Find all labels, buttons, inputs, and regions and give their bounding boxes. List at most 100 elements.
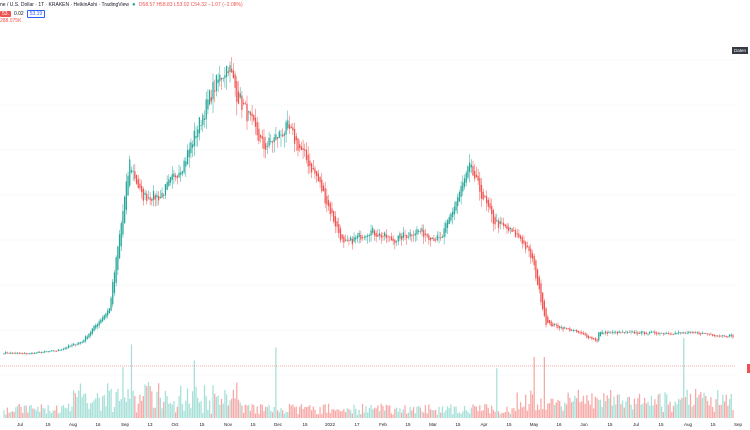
symbol-legend[interactable]: ne / U.S. Dollar · 1T · KRAKEN · HeikinA…: [0, 2, 246, 8]
volume-bar: [669, 401, 671, 418]
candle-body: [717, 335, 719, 337]
volume-bar: [338, 409, 340, 418]
volume-bar: [324, 404, 326, 418]
candle-body: [683, 332, 685, 334]
volume-bar: [717, 389, 719, 418]
scale-label[interactable]: Daten: [731, 47, 748, 54]
volume-bar: [144, 384, 146, 418]
volume-bar: [407, 412, 410, 418]
volume-bar: [254, 413, 257, 418]
volume-bar: [372, 409, 374, 418]
candle-body: [441, 236, 444, 238]
volume-bar: [434, 409, 437, 418]
volume-bar: [511, 408, 513, 418]
candle-body: [334, 216, 336, 227]
volume-bar: [234, 398, 236, 418]
volume-bar: [523, 406, 525, 418]
volume-bar: [451, 414, 454, 418]
volume-bar: [117, 388, 119, 418]
candle-body: [417, 230, 420, 232]
volume-bar: [8, 412, 10, 418]
x-tick-label: Sep: [121, 422, 130, 427]
candle-body: [110, 297, 112, 311]
candle-body: [118, 234, 121, 259]
volume-bar: [329, 413, 331, 418]
volume-bar: [548, 403, 551, 418]
candle-body: [378, 233, 381, 236]
volume-bar: [305, 407, 308, 418]
volume-bar: [577, 389, 579, 418]
volume-bar: [91, 402, 93, 418]
candle-body: [477, 175, 479, 181]
volume-bar: [120, 398, 122, 418]
x-tick-label: 15: [710, 422, 716, 427]
candle-body: [158, 196, 160, 201]
volume-bar: [251, 404, 253, 418]
candle-body: [722, 335, 724, 337]
volume-bar: [538, 409, 540, 418]
candle-body: [621, 331, 624, 333]
volume-bar: [161, 408, 163, 418]
volume-bar: [470, 407, 472, 418]
candle-body: [684, 332, 687, 334]
volume-bar: [679, 399, 681, 418]
sell-price[interactable]: 53.: [0, 11, 11, 17]
candle-body: [190, 142, 192, 154]
candle-body: [154, 195, 156, 200]
candle-body: [581, 332, 583, 334]
candle-body: [579, 331, 581, 333]
volume-bar: [23, 405, 26, 418]
candle-body: [45, 351, 48, 353]
candle-body: [339, 228, 342, 241]
volume-bar: [127, 389, 129, 418]
candle-body: [214, 90, 216, 92]
candle-body: [474, 170, 476, 179]
candle-body: [390, 236, 393, 241]
candle-body: [232, 70, 235, 79]
candle-body: [638, 333, 641, 334]
buy-price[interactable]: 53.19: [26, 10, 46, 18]
candle-body: [28, 353, 31, 354]
candle-body: [11, 352, 14, 354]
candle-body: [88, 333, 90, 338]
candle-body: [489, 203, 491, 209]
candle-body: [6, 352, 9, 354]
volume-bar: [424, 405, 427, 418]
volume-bar: [560, 406, 563, 418]
volume-bar: [440, 412, 442, 418]
candle-body: [288, 124, 291, 129]
candle-body: [270, 141, 272, 143]
candle-body: [472, 166, 474, 176]
candle-body: [27, 353, 29, 355]
symbol-title[interactable]: ne / U.S. Dollar · 1T · KRAKEN · HeikinA…: [0, 2, 130, 8]
volume-bar: [647, 401, 649, 418]
candle-body: [584, 333, 586, 336]
volume-bar: [367, 412, 369, 418]
volume-bar: [414, 413, 416, 418]
volume-bar: [417, 405, 420, 418]
candle-body: [149, 197, 151, 201]
candle-body: [285, 121, 287, 135]
candle-body: [672, 334, 675, 335]
candle-body: [399, 233, 401, 239]
candle-body: [446, 220, 449, 228]
volume-bar: [151, 391, 153, 418]
candle-body: [124, 196, 126, 223]
candle-body: [132, 170, 134, 172]
volume-bar: [526, 410, 529, 418]
volume-bar: [491, 405, 493, 418]
volume-bar: [90, 403, 92, 418]
candle-body: [219, 74, 221, 82]
volume-bar: [45, 413, 48, 418]
candle-body: [169, 177, 172, 183]
candle-body: [327, 200, 330, 207]
candle-body: [533, 255, 535, 266]
volume-bar: [258, 413, 260, 418]
candle-body: [231, 68, 233, 73]
candle-body: [130, 170, 133, 173]
candle-body: [387, 236, 389, 238]
volume-bar: [385, 404, 387, 418]
volume-bar: [691, 406, 693, 418]
volume-bar: [630, 404, 632, 418]
